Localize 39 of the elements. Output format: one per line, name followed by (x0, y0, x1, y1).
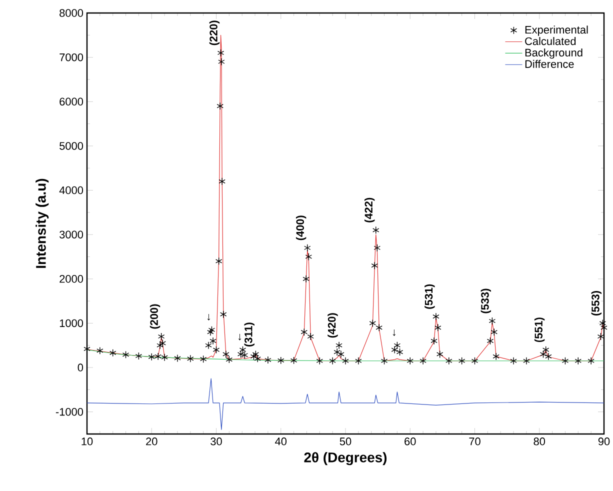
x-tick-label: 60 (404, 438, 416, 446)
annotation: (311) (244, 322, 254, 346)
annotation: (220) (209, 20, 220, 46)
legend-label: Experimental (525, 26, 588, 36)
annotation: (400) (296, 216, 306, 240)
annotation: (531) (424, 284, 435, 309)
y-tick-label: 2000 (60, 275, 84, 283)
annotation: ← (238, 334, 242, 340)
annotation: (200) (150, 304, 160, 329)
annotation: (551) (534, 318, 545, 342)
annotation: (422) (364, 198, 375, 222)
y-tick-label: 7000 (60, 53, 84, 62)
y-tick-label: 5000 (60, 142, 84, 150)
line-series (86, 378, 604, 430)
annotation: (533) (480, 288, 491, 314)
y-tick-label: 3000 (60, 230, 84, 238)
y-tick-label: 8000 (60, 9, 84, 17)
x-tick-label: 50 (340, 438, 352, 446)
x-tick-label: 30 (210, 438, 222, 446)
x-tick-label: 10 (82, 438, 93, 446)
y-tick-label: 1000 (60, 319, 84, 328)
x-tick-label: 70 (469, 438, 480, 446)
x-tick-label: 80 (534, 438, 546, 446)
legend-label: Difference (525, 60, 574, 68)
annotation: ← (207, 314, 210, 320)
annotation: ← (392, 329, 396, 336)
y-tick-label: 4000 (59, 186, 84, 194)
x-tick-label: 20 (146, 438, 158, 446)
x-axis-title: 2θ (Degrees) (304, 452, 387, 466)
legend-label: Background (525, 48, 582, 59)
y-tick-label: 6000 (60, 98, 84, 106)
x-tick-label: 40 (275, 438, 287, 446)
y-tick-label: 0 (78, 364, 84, 372)
y-tick-label: -1000 (56, 408, 84, 416)
annotation: (420) (328, 313, 338, 338)
legend-label: Calculated (525, 37, 576, 46)
y-axis-title: Intensity (a.u) (36, 178, 49, 268)
annotation: (553) (591, 290, 602, 316)
x-tick-label: 90 (598, 438, 610, 446)
